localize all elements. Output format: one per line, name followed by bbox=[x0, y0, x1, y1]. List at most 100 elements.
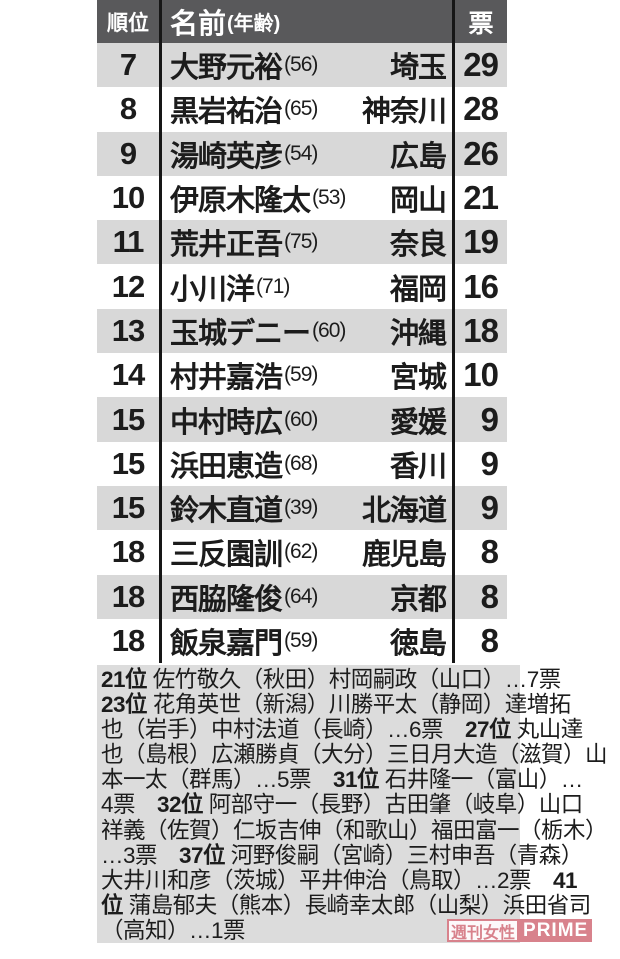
footnote-text: 蒲島郁夫（熊本）長崎幸太郎（山梨）浜田省司 bbox=[123, 892, 592, 918]
ranking-table: 順位 名前 (年齢) 票 7 大野元裕 (56) 埼玉 29 8 黒岩祐治 (65) 神奈川 28 9… bbox=[97, 0, 507, 664]
name-age-group: 西脇隆俊 (64) bbox=[170, 576, 318, 618]
name-cell: 飯泉嘉門 (59) 徳島 bbox=[162, 618, 455, 664]
governor-age: (56) bbox=[284, 53, 318, 77]
governor-name: 小川洋 bbox=[170, 273, 255, 306]
prefecture-name: 沖縄 bbox=[389, 317, 447, 350]
rank-cell: 15 bbox=[97, 485, 162, 531]
watermark: 週刊女性 PRIME bbox=[447, 919, 593, 942]
governor-name: 荒井正吾 bbox=[170, 229, 283, 262]
name-age-group: 中村時広 (60) bbox=[170, 399, 318, 441]
prefecture-name: 広島 bbox=[389, 140, 447, 173]
footnote-text: 花角英世（新潟）川勝平太（静岡）達増拓 bbox=[147, 692, 572, 718]
footnote-text: 也（岩手）中村法道（長崎）…6票 bbox=[101, 717, 466, 743]
name-age-group: 伊原木隆太 (53) bbox=[170, 177, 346, 219]
table-row: 9 湯崎英彦 (54) 広島 26 bbox=[97, 131, 507, 176]
rank-cell: 8 bbox=[97, 87, 162, 132]
rank-cell: 10 bbox=[97, 175, 162, 221]
name-age-group: 玉城デニー (60) bbox=[170, 310, 346, 352]
name-age-group: 大野元裕 (56) bbox=[170, 44, 318, 86]
governor-name: 湯崎英彦 bbox=[170, 140, 283, 173]
name-age-group: 村井嘉浩 (59) bbox=[170, 354, 318, 396]
header-rank: 順位 bbox=[97, 0, 162, 43]
rank-cell: 15 bbox=[97, 397, 162, 442]
prefecture-name: 北海道 bbox=[361, 495, 447, 528]
rank-cell: 14 bbox=[97, 353, 162, 398]
rank-cell: 7 bbox=[97, 43, 162, 88]
governor-name: 三反園訓 bbox=[170, 539, 283, 572]
table-row: 18 飯泉嘉門 (59) 徳島 8 bbox=[97, 618, 507, 664]
prefecture-name: 愛媛 bbox=[389, 406, 447, 439]
footnote-line: 23位 花角英世（新潟）川勝平太（静岡）達増拓 bbox=[101, 692, 571, 718]
table-body: 7 大野元裕 (56) 埼玉 29 8 黒岩祐治 (65) 神奈川 28 9 湯崎英彦 (54) 広島 26… bbox=[97, 43, 507, 664]
name-cell: 伊原木隆太 (53) 岡山 bbox=[162, 175, 455, 221]
votes-cell: 8 bbox=[480, 622, 499, 659]
footnote-text: （高知）…1票 bbox=[101, 917, 246, 943]
votes-cell: 9 bbox=[480, 444, 499, 482]
header-name-sub: (年齢) bbox=[227, 13, 281, 35]
prefecture-name: 福岡 bbox=[389, 273, 447, 306]
footnote-text: 石井隆一（富山）… bbox=[379, 767, 584, 793]
governor-age: (64) bbox=[284, 584, 318, 608]
votes-cell: 28 bbox=[463, 90, 499, 128]
governor-name: 黒岩祐治 bbox=[170, 96, 283, 129]
governor-age: (71) bbox=[256, 274, 290, 298]
governor-name: 伊原木隆太 bbox=[170, 185, 311, 218]
table-row: 15 浜田恵造 (68) 香川 9 bbox=[97, 441, 507, 486]
name-cell: 三反園訓 (62) 鹿児島 bbox=[162, 530, 455, 575]
rank-cell: 12 bbox=[97, 264, 162, 309]
prefecture-name: 徳島 bbox=[389, 628, 447, 660]
votes-cell: 18 bbox=[463, 311, 499, 349]
governor-age: (53) bbox=[312, 186, 346, 210]
name-cell: 鈴木直道 (39) 北海道 bbox=[162, 485, 455, 531]
footnote-text: 丸山達 bbox=[511, 717, 584, 743]
prefecture-name: 鹿児島 bbox=[361, 539, 447, 572]
footnote-rank-marker: 37位 bbox=[179, 842, 226, 868]
table-row: 15 鈴木直道 (39) 北海道 9 bbox=[97, 485, 507, 531]
table-row: 10 伊原木隆太 (53) 岡山 21 bbox=[97, 175, 507, 221]
votes-cell: 9 bbox=[480, 400, 499, 438]
footnote-rank-marker: 41 bbox=[553, 867, 578, 893]
votes-cell: 9 bbox=[480, 489, 499, 527]
name-cell: 浜田恵造 (68) 香川 bbox=[162, 441, 455, 486]
table-row: 8 黒岩祐治 (65) 神奈川 28 bbox=[97, 87, 507, 132]
governor-name: 鈴木直道 bbox=[170, 495, 283, 528]
name-cell: 小川洋 (71) 福岡 bbox=[162, 264, 455, 309]
prefecture-name: 神奈川 bbox=[361, 96, 447, 129]
rank-cell: 15 bbox=[97, 441, 162, 486]
footnote-line: 21位 佐竹敬久（秋田）村岡嗣政（山口）…7票 bbox=[101, 667, 561, 692]
name-cell: 村井嘉浩 (59) 宮城 bbox=[162, 353, 455, 398]
name-age-group: 三反園訓 (62) bbox=[170, 531, 318, 573]
governor-name: 大野元裕 bbox=[170, 52, 283, 85]
footnote-rank-marker: 23位 bbox=[101, 692, 148, 718]
governor-age: (39) bbox=[284, 496, 318, 520]
governor-name: 西脇隆俊 bbox=[170, 583, 283, 616]
prefecture-name: 岡山 bbox=[389, 185, 447, 218]
rank-cell: 18 bbox=[97, 530, 162, 575]
votes-cell: 8 bbox=[480, 577, 499, 615]
footnote-text: 4票 bbox=[101, 792, 158, 818]
header-votes: 票 bbox=[468, 9, 494, 38]
footnote-text: …3票 bbox=[101, 842, 180, 868]
footnote-rank-marker: 27位 bbox=[465, 717, 512, 743]
footnote-line: （高知）…1票 bbox=[101, 918, 518, 943]
rank-cell: 9 bbox=[97, 131, 162, 176]
footnote-text: 祥義（佐賀）仁坂吉伸（和歌山）福田富一（栃木） bbox=[101, 817, 608, 843]
footnote-line: 祥義（佐賀）仁坂吉伸（和歌山）福田富一（栃木） bbox=[101, 818, 608, 843]
governor-age: (62) bbox=[284, 540, 318, 564]
prefecture-name: 京都 bbox=[389, 583, 447, 616]
footnote-text: 河野俊嗣（宮崎）三村申吾（青森） bbox=[225, 842, 584, 868]
governor-age: (68) bbox=[284, 451, 318, 475]
governor-age: (60) bbox=[284, 407, 318, 431]
footnote-rank-marker: 32位 bbox=[157, 792, 204, 818]
watermark-magazine-name: 週刊女性 bbox=[447, 919, 520, 942]
name-age-group: 小川洋 (71) bbox=[170, 266, 290, 308]
name-age-group: 湯崎英彦 (54) bbox=[170, 133, 318, 175]
name-cell: 玉城デニー (60) 沖縄 bbox=[162, 308, 455, 354]
rank-cell: 13 bbox=[97, 308, 162, 354]
rank-cell: 18 bbox=[97, 574, 162, 619]
table-row: 14 村井嘉浩 (59) 宮城 10 bbox=[97, 353, 507, 398]
footnote-rank-marker: 31位 bbox=[333, 767, 380, 793]
footnote-rank-marker: 21位 bbox=[101, 667, 148, 692]
footnote-line: 也（島根）広瀬勝貞（大分）三日月大造（滋賀）山 bbox=[101, 742, 608, 767]
